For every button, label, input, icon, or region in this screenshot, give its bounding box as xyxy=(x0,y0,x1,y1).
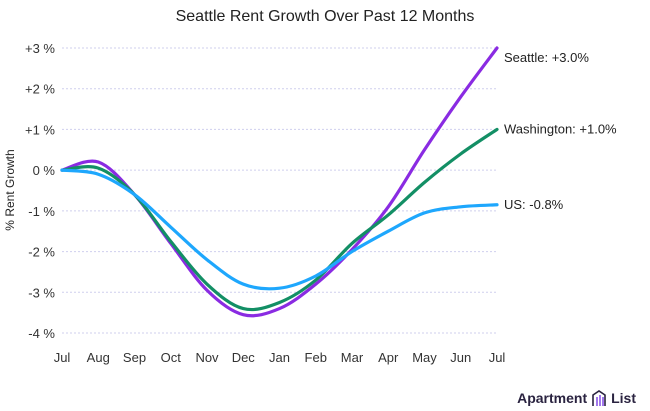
y-tick-label: +3 % xyxy=(25,41,55,56)
chart-title: Seattle Rent Growth Over Past 12 Months xyxy=(175,8,475,25)
x-tick-label: Dec xyxy=(232,350,256,365)
end-label-seattle: Seattle: +3.0% xyxy=(504,50,589,65)
logo-text-right: List xyxy=(611,390,636,406)
x-tick-label: Apr xyxy=(378,350,399,365)
x-tick-label: Mar xyxy=(341,350,364,365)
series-line-seattle xyxy=(60,46,499,318)
x-tick-label: Oct xyxy=(161,350,182,365)
y-tick-label: 0 % xyxy=(33,163,56,178)
building-icon xyxy=(592,390,606,406)
y-tick-label: -4 % xyxy=(28,326,55,341)
y-axis-label: % Rent Growth xyxy=(3,149,17,230)
x-tick-label: Jun xyxy=(450,350,471,365)
x-tick-label: Nov xyxy=(195,350,219,365)
apartment-list-logo: Apartment List xyxy=(517,389,636,407)
x-tick-label: May xyxy=(412,350,437,365)
logo-text-left: Apartment xyxy=(517,390,588,406)
y-tick-label: +1 % xyxy=(25,122,55,137)
end-label-washington: Washington: +1.0% xyxy=(504,121,617,136)
x-tick-label: Sep xyxy=(123,350,146,365)
y-tick-label: +2 % xyxy=(25,82,55,97)
y-tick-label: -1 % xyxy=(28,204,55,219)
x-tick-label: Jul xyxy=(489,350,506,365)
x-tick-label: Jul xyxy=(54,350,71,365)
x-tick-label: Jan xyxy=(269,350,290,365)
series-line-washington xyxy=(60,127,499,312)
x-tick-label: Aug xyxy=(87,350,110,365)
series-line-us xyxy=(60,168,499,291)
end-label-us: US: -0.8% xyxy=(504,197,564,212)
y-tick-label: -3 % xyxy=(28,285,55,300)
y-tick-label: -2 % xyxy=(28,245,55,260)
x-tick-label: Feb xyxy=(305,350,327,365)
